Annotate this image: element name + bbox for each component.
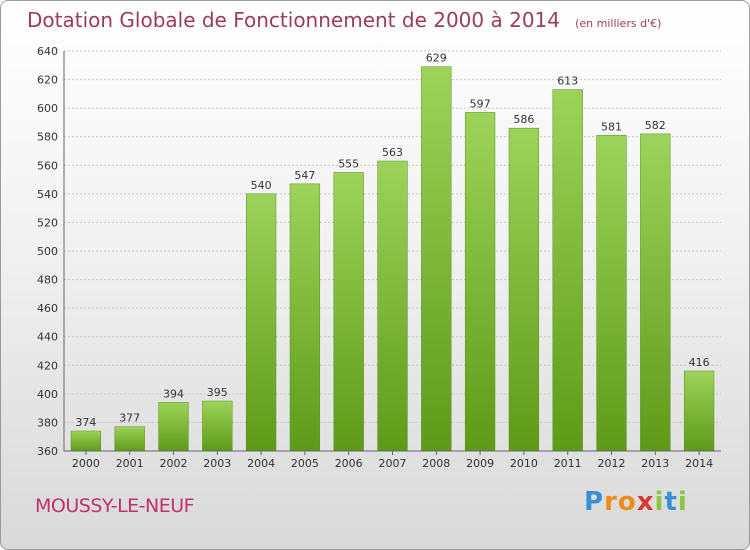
title-row: Dotation Globale de Fonctionnement de 20… <box>27 8 661 32</box>
y-tick-label: 600 <box>37 102 58 115</box>
bar <box>552 89 583 452</box>
bar <box>683 370 715 452</box>
bar <box>640 133 671 452</box>
data-label: 416 <box>689 356 710 369</box>
bar <box>464 112 496 452</box>
proxiti-logo[interactable]: Proxiti <box>584 487 688 517</box>
y-tick-label: 460 <box>37 302 58 315</box>
logo-letter: o <box>617 487 637 517</box>
data-label: 586 <box>513 113 534 126</box>
logo-letter: r <box>604 487 618 517</box>
x-tick-label: 2000 <box>72 457 100 470</box>
x-tick-label: 2004 <box>247 457 275 470</box>
commune-name: MOUSSY-LE-NEUF <box>35 495 195 517</box>
data-label: 563 <box>382 146 403 159</box>
x-tick-label: 2007 <box>379 457 407 470</box>
y-tick-label: 580 <box>37 131 58 144</box>
bar <box>289 183 321 452</box>
x-tick-label: 2001 <box>116 457 144 470</box>
x-tick-label: 2008 <box>422 457 450 470</box>
y-tick-label: 420 <box>37 359 58 372</box>
data-label: 374 <box>75 416 96 429</box>
data-label: 540 <box>251 179 272 192</box>
data-label: 394 <box>163 387 184 400</box>
logo-letter: x <box>636 487 655 517</box>
x-tick-label: 2014 <box>685 457 713 470</box>
y-tick-label: 400 <box>37 388 58 401</box>
data-label: 613 <box>557 75 578 88</box>
bar <box>377 160 408 452</box>
y-tick-label: 360 <box>37 445 58 458</box>
bar <box>245 193 277 452</box>
y-tick-label: 640 <box>37 45 58 58</box>
bar <box>70 430 102 452</box>
data-label: 555 <box>338 157 359 170</box>
data-label: 395 <box>207 386 228 399</box>
x-tick-label: 2003 <box>203 457 231 470</box>
logo-letter: t <box>664 487 678 517</box>
y-tick-label: 560 <box>37 159 58 172</box>
bar <box>202 400 233 452</box>
logo-letter: i <box>677 487 688 517</box>
data-label: 377 <box>119 412 140 425</box>
bar <box>596 135 627 452</box>
bar <box>508 127 540 452</box>
data-label: 629 <box>426 52 447 65</box>
x-tick-label: 2005 <box>291 457 319 470</box>
x-tick-label: 2002 <box>160 457 188 470</box>
bar <box>333 172 364 452</box>
bar-layer: 374 377 394 395 540 547 555 563 629 597 586 613 581 5… <box>70 52 715 452</box>
x-tick-label: 2011 <box>554 457 582 470</box>
data-label: 581 <box>601 120 622 133</box>
logo-letter: P <box>584 487 605 517</box>
bar <box>114 426 145 452</box>
x-tick-label: 2013 <box>641 457 669 470</box>
chart-title: Dotation Globale de Fonctionnement de 20… <box>27 8 560 32</box>
x-tick-label: 2012 <box>598 457 626 470</box>
y-tick-label: 380 <box>37 416 58 429</box>
y-tick-label: 440 <box>37 331 58 344</box>
x-tick-label: 2006 <box>335 457 363 470</box>
y-tick-label: 480 <box>37 274 58 287</box>
data-label: 597 <box>470 97 491 110</box>
x-tick-label: 2009 <box>466 457 494 470</box>
axis-layer: 360 380 400 420 440 460 480 500 520 540 560 580 600 6… <box>37 45 721 470</box>
y-tick-label: 620 <box>37 74 58 87</box>
unit-note: (en milliers d'€) <box>575 17 662 30</box>
data-label: 547 <box>294 169 315 182</box>
y-tick-label: 500 <box>37 245 58 258</box>
bar <box>421 66 452 452</box>
x-tick-label: 2010 <box>510 457 538 470</box>
bar <box>158 402 189 452</box>
data-label: 582 <box>645 119 666 132</box>
logo-letter: i <box>654 487 665 517</box>
y-tick-label: 520 <box>37 216 58 229</box>
y-tick-label: 540 <box>37 188 58 201</box>
